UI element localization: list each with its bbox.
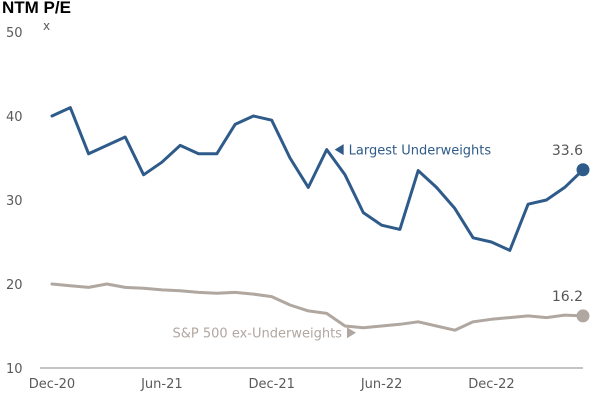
- y-tick-label: 20: [6, 278, 23, 293]
- x-tick-label: Jun-22: [360, 377, 403, 392]
- series-line-2: [50, 282, 585, 332]
- y-axis-unit: x: [43, 19, 50, 33]
- annotation-label-1: Largest Underweights: [349, 144, 492, 159]
- series-layer: [50, 106, 590, 332]
- annotation-marker-2: [346, 327, 356, 339]
- y-tick-label: 10: [6, 362, 23, 377]
- x-tick-label: Dec-22: [468, 377, 514, 392]
- series-end-label-2: 16.2: [552, 289, 583, 305]
- y-tick-label: 40: [6, 110, 23, 125]
- y-axis: 50 40 30 20 10: [6, 26, 23, 377]
- series-end-label-1: 33.6: [552, 143, 583, 159]
- annotation-marker-1: [334, 144, 344, 156]
- x-tick-label: Dec-20: [29, 377, 75, 392]
- chart-title: NTM P/E: [2, 0, 71, 17]
- series-line-1: [50, 106, 585, 252]
- annotation-label-2: S&P 500 ex-Underweights: [173, 327, 343, 342]
- series-end-marker-2: [576, 309, 590, 323]
- series-end-marker-1: [576, 163, 590, 177]
- x-axis: Dec-20 Jun-21 Dec-21 Jun-22 Dec-22: [29, 377, 515, 392]
- annotation-layer: 33.6 16.2 Largest Underweights S&P 500 ex-U…: [173, 143, 584, 342]
- x-tick-label: Dec-21: [249, 377, 295, 392]
- y-tick-label: 50: [6, 26, 23, 41]
- x-tick-label: Jun-21: [140, 377, 183, 392]
- y-tick-label: 30: [6, 194, 23, 209]
